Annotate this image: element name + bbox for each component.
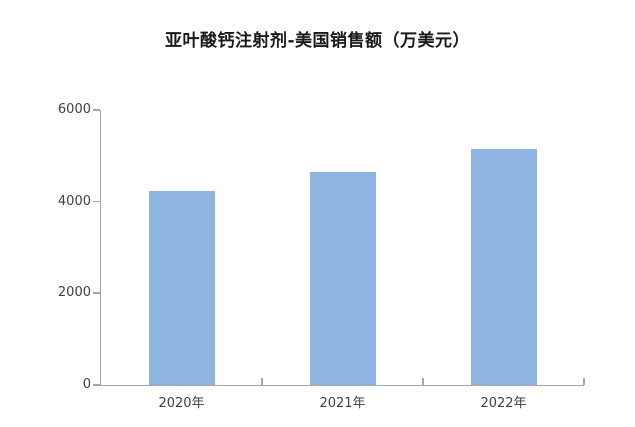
x-tick-label: 2022年 — [480, 396, 527, 411]
y-tick-label: 2000 — [57, 285, 91, 301]
x-tick-label: 2020年 — [158, 396, 205, 411]
y-tick-mark — [93, 200, 100, 203]
x-tick-mark — [422, 378, 424, 385]
y-tick-label: 0 — [82, 377, 91, 392]
y-tick-mark — [93, 109, 100, 111]
bar — [470, 148, 537, 385]
x-tick-label: 2021年 — [319, 396, 366, 411]
y-tick-label: 4000 — [57, 193, 91, 209]
y-tick-mark — [93, 384, 100, 386]
bar — [309, 172, 376, 385]
y-tick-mark — [93, 292, 100, 294]
x-tick-mark — [261, 378, 263, 385]
y-tick-label: 6000 — [57, 102, 91, 117]
plot-area: 0 2000 4000 6000 2020年 2021年 2022年 — [58, 102, 585, 411]
x-tick-mark — [583, 378, 585, 385]
chart-title: 亚叶酸钙注射剂-美国销售额（万美元） — [164, 31, 471, 51]
bar — [148, 190, 215, 385]
